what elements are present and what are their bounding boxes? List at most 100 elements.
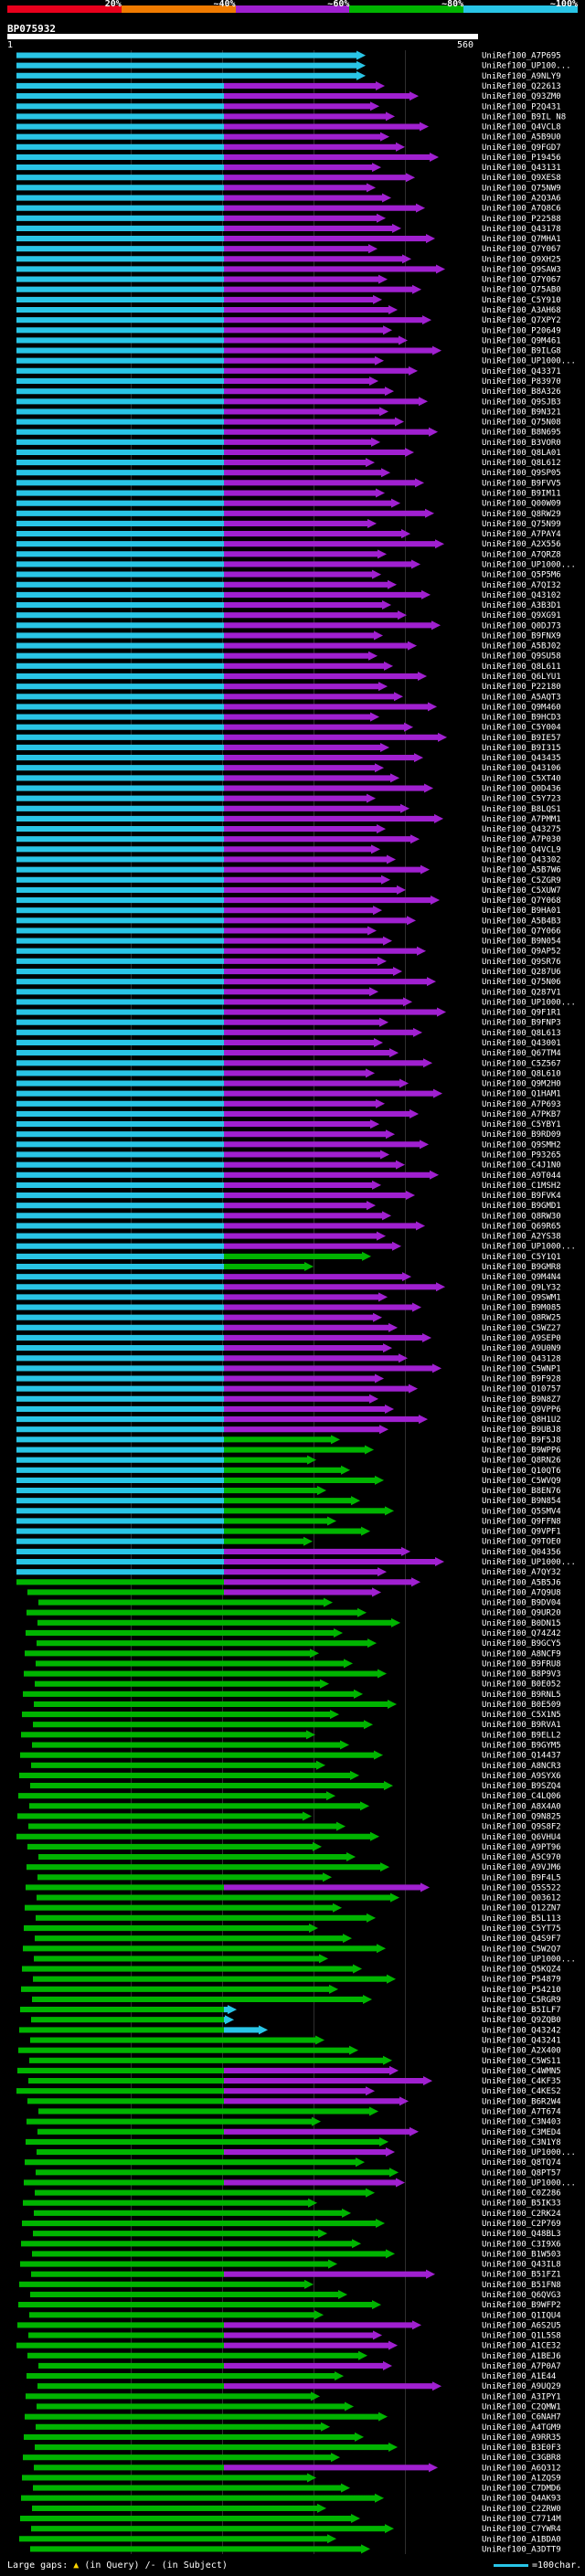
hit-row[interactable]: UniRef100_A9SYX6 — [19, 1770, 561, 1781]
hit-row[interactable]: UniRef100_Q43131 — [16, 163, 561, 173]
hit-row[interactable]: UniRef100_P54879 — [33, 1974, 561, 1985]
hit-row[interactable]: UniRef100_B9N321 — [16, 407, 561, 417]
hit-row[interactable]: UniRef100_A5AQT3 — [16, 692, 561, 702]
hit-row[interactable]: UniRef100_Q0D436 — [16, 783, 561, 794]
hit-row[interactable]: UniRef100_Q8L611 — [16, 661, 561, 672]
hit-row[interactable]: UniRef100_B9IE57 — [16, 732, 561, 743]
hit-row[interactable]: UniRef100_A7PKB7 — [16, 1108, 561, 1119]
hit-row[interactable]: UniRef100_Q9XG91 — [16, 610, 561, 620]
hit-row[interactable]: UniRef100_B0E052 — [35, 1679, 561, 1690]
hit-row[interactable]: UniRef100_C3GBR8 — [23, 2453, 561, 2463]
hit-row[interactable]: UniRef100_Q8RN26 — [16, 1455, 561, 1466]
hit-row[interactable]: UniRef100_Q5P5M6 — [16, 569, 561, 580]
hit-row[interactable]: UniRef100_Q9XES8 — [16, 173, 561, 183]
hit-row[interactable]: UniRef100_Q9S8F2 — [28, 1821, 561, 1832]
hit-row[interactable]: UniRef100_B6R2W4 — [27, 2096, 561, 2106]
hit-row[interactable]: UniRef100_Q9SAW3 — [16, 264, 561, 274]
hit-row[interactable]: UniRef100_Q7MHA1 — [16, 234, 561, 244]
hit-row[interactable]: UniRef100_B9N054 — [16, 936, 561, 947]
hit-row[interactable]: UniRef100_B9GCY5 — [37, 1638, 561, 1648]
hit-row[interactable]: UniRef100_B9F5J8 — [16, 1435, 561, 1445]
hit-row[interactable]: UniRef100_Q03612 — [37, 1892, 561, 1903]
hit-row[interactable]: UniRef100_Q8H1U2 — [16, 1415, 561, 1425]
hit-row[interactable]: UniRef100_B8LQS1 — [16, 803, 561, 814]
hit-row[interactable]: UniRef100_C3N1Y8 — [26, 2136, 561, 2147]
hit-row[interactable]: UniRef100_Q8RW30 — [16, 1211, 561, 1221]
hit-row[interactable]: UniRef100_Q9SMH2 — [16, 1140, 561, 1150]
hit-row[interactable]: UniRef100_C2RK24 — [34, 2208, 561, 2219]
hit-row[interactable]: UniRef100_C2P769 — [22, 2218, 561, 2229]
hit-row[interactable]: UniRef100_Q43241 — [30, 2035, 561, 2046]
hit-row[interactable]: UniRef100_B8P9V3 — [24, 1669, 561, 1680]
hit-row[interactable]: UniRef100_Q5KQZ4 — [22, 1964, 561, 1975]
hit-row[interactable]: UniRef100_Q287V1 — [16, 987, 561, 997]
hit-row[interactable]: UniRef100_C5X1N5 — [22, 1710, 561, 1720]
hit-row[interactable]: UniRef100_C5Z567 — [16, 1058, 561, 1068]
hit-row[interactable]: UniRef100_C0Z286 — [35, 2188, 561, 2199]
hit-row[interactable]: UniRef100_Q43102 — [16, 589, 561, 600]
hit-row[interactable]: UniRef100_Q6QVG3 — [30, 2289, 561, 2300]
hit-row[interactable]: UniRef100_B9UBJ8 — [16, 1425, 561, 1435]
hit-row[interactable]: UniRef100_Q6LYU1 — [16, 671, 561, 682]
hit-row[interactable]: UniRef100_Q43435 — [16, 753, 561, 763]
hit-row[interactable]: UniRef100_C5RGR9 — [32, 1994, 561, 2005]
hit-row[interactable]: UniRef100_Q5S522 — [26, 1882, 561, 1892]
hit-row[interactable]: UniRef100_UP1000... — [16, 355, 576, 366]
hit-row[interactable]: UniRef100_C5XUW7 — [16, 885, 561, 896]
hit-row[interactable]: UniRef100_C4KF35 — [28, 2076, 561, 2086]
hit-row[interactable]: UniRef100_A7P695 — [16, 50, 561, 61]
hit-row[interactable]: UniRef100_Q9F1R1 — [16, 1007, 561, 1018]
hit-row[interactable]: UniRef100_Q48BL3 — [33, 2229, 561, 2239]
hit-row[interactable]: UniRef100_B3VOR0 — [16, 437, 561, 448]
hit-row[interactable]: UniRef100_Q4VCL9 — [16, 844, 561, 854]
hit-row[interactable]: UniRef100_A5B4B3 — [16, 916, 561, 926]
hit-row[interactable]: UniRef100_A5B5J6 — [16, 1577, 561, 1587]
hit-row[interactable]: UniRef100_Q5SMV4 — [16, 1506, 561, 1516]
hit-row[interactable]: UniRef100_P2Q431 — [16, 101, 561, 111]
hit-row[interactable]: UniRef100_B9WPP6 — [16, 1445, 561, 1456]
hit-row[interactable]: UniRef100_A7PMM1 — [16, 813, 561, 824]
hit-row[interactable]: UniRef100_B9IL N8 — [16, 111, 566, 122]
hit-row[interactable]: UniRef100_B9GMD1 — [16, 1201, 561, 1211]
hit-row[interactable]: UniRef100_B9N854 — [16, 1496, 561, 1506]
hit-row[interactable]: UniRef100_A9U0N9 — [16, 1343, 561, 1353]
hit-row[interactable]: UniRef100_C7YWR4 — [31, 2524, 561, 2534]
hit-row[interactable]: UniRef100_B9IM11 — [16, 488, 561, 499]
hit-row[interactable]: UniRef100_P93265 — [16, 1150, 561, 1160]
hit-row[interactable]: UniRef100_A3DTT9 — [30, 2544, 561, 2554]
hit-row[interactable]: UniRef100_Q75N08 — [16, 417, 561, 428]
hit-row[interactable]: UniRef100_C6NAH7 — [25, 2412, 561, 2422]
hit-row[interactable]: UniRef100_Q43178 — [16, 223, 561, 234]
hit-row[interactable]: UniRef100_C5Y910 — [16, 294, 561, 305]
hit-row[interactable]: UniRef100_B9RD09 — [16, 1129, 561, 1140]
hit-row[interactable]: UniRef100_Q9TOE0 — [16, 1536, 561, 1547]
hit-row[interactable]: UniRef100_Q9VPF1 — [16, 1526, 561, 1537]
hit-row[interactable]: UniRef100_Q43128 — [16, 1353, 561, 1363]
hit-row[interactable]: UniRef100_Q43275 — [16, 824, 561, 834]
hit-row[interactable]: UniRef100_Q14437 — [20, 1750, 561, 1761]
hit-row[interactable]: UniRef100_Q4AK93 — [21, 2493, 561, 2504]
hit-row[interactable]: UniRef100_UP1000... — [16, 1241, 576, 1252]
hit-row[interactable]: UniRef100_B9I315 — [16, 742, 561, 753]
hit-row[interactable]: UniRef100_B5IK33 — [23, 2198, 561, 2209]
hit-row[interactable]: UniRef100_B5ILF7 — [20, 2005, 561, 2015]
hit-row[interactable]: UniRef100_A8NCF9 — [25, 1648, 561, 1659]
hit-row[interactable]: UniRef100_B9HCD3 — [16, 712, 561, 723]
hit-row[interactable]: UniRef100_Q43IL8 — [20, 2259, 561, 2270]
hit-row[interactable]: UniRef100_C4LQ06 — [18, 1791, 561, 1801]
hit-row[interactable]: UniRef100_C5YT75 — [24, 1923, 561, 1934]
hit-row[interactable]: UniRef100_Q9M460 — [16, 702, 561, 712]
hit-row[interactable]: UniRef100_UP1000... — [16, 1557, 576, 1567]
hit-row[interactable]: UniRef100_Q9M4N4 — [16, 1272, 561, 1282]
hit-row[interactable]: UniRef100_B9RVA1 — [33, 1720, 561, 1730]
hit-row[interactable]: UniRef100_A1CE32 — [16, 2340, 561, 2351]
hit-row[interactable]: UniRef100_B0DN15 — [37, 1617, 561, 1628]
hit-row[interactable]: UniRef100_Q9SR76 — [16, 956, 561, 967]
hit-row[interactable]: UniRef100_Q8RW25 — [16, 1312, 561, 1323]
hit-row[interactable]: UniRef100_A6S2U5 — [17, 2320, 561, 2330]
hit-row[interactable]: UniRef100_Q00W09 — [16, 498, 561, 509]
hit-row[interactable]: UniRef100_Q43302 — [16, 854, 561, 864]
hit-row[interactable]: UniRef100_Q43001 — [16, 1037, 561, 1048]
hit-row[interactable]: UniRef100_C3MED4 — [37, 2126, 561, 2137]
hit-row[interactable]: UniRef100_UP1000... — [16, 997, 576, 1007]
